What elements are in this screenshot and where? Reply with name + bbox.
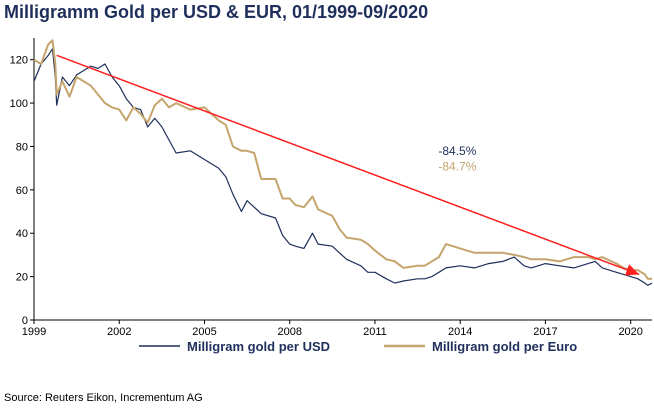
x-tick-label: 2008 <box>277 326 301 338</box>
y-tick-label: 120 <box>10 55 28 67</box>
series-line-usd <box>33 48 653 286</box>
y-tick-label: 0 <box>22 315 28 327</box>
x-axis-ticks: 1999 2002 2005 2008 2011 2014 2017 2020 <box>22 320 643 338</box>
y-axis-ticks: 0 20 40 60 80 100 120 <box>10 55 34 327</box>
x-tick-label: 2020 <box>618 326 642 338</box>
y-tick-label: 20 <box>16 272 28 284</box>
annotation-usd: -84.5% <box>438 144 476 158</box>
x-tick-label: 2011 <box>363 326 387 338</box>
x-tick-label: 2014 <box>448 326 472 338</box>
y-tick-label: 40 <box>16 228 28 240</box>
legend: Milligram gold per USD Milligram gold pe… <box>139 339 577 354</box>
series-line-eur <box>33 39 652 280</box>
y-tick-label: 100 <box>10 98 28 110</box>
gold-chart: 0 20 40 60 80 100 120 1999 2002 2005 2008 2011 2014… <box>10 38 653 354</box>
legend-usd-label: Milligram gold per USD <box>187 339 330 354</box>
x-tick-label: 1999 <box>22 326 46 338</box>
legend-eur-label: Milligram gold per Euro <box>432 339 577 354</box>
y-tick-label: 80 <box>16 141 28 153</box>
series-layer <box>33 39 653 286</box>
annotation-layer: -84.5%-84.7% <box>438 144 476 173</box>
chart-title: Milligramm Gold per USD & EUR, 01/1999-0… <box>4 2 429 22</box>
x-tick-label: 2005 <box>192 326 216 338</box>
x-tick-label: 2017 <box>533 326 557 338</box>
annotation-eur: -84.7% <box>438 159 476 173</box>
x-tick-label: 2002 <box>107 326 131 338</box>
trend-layer <box>56 54 640 276</box>
y-tick-label: 60 <box>16 185 28 197</box>
trend-line <box>56 54 640 276</box>
source-note: Source: Reuters Eikon, Incrementum AG <box>4 392 203 404</box>
trend-arrowhead <box>624 264 640 276</box>
